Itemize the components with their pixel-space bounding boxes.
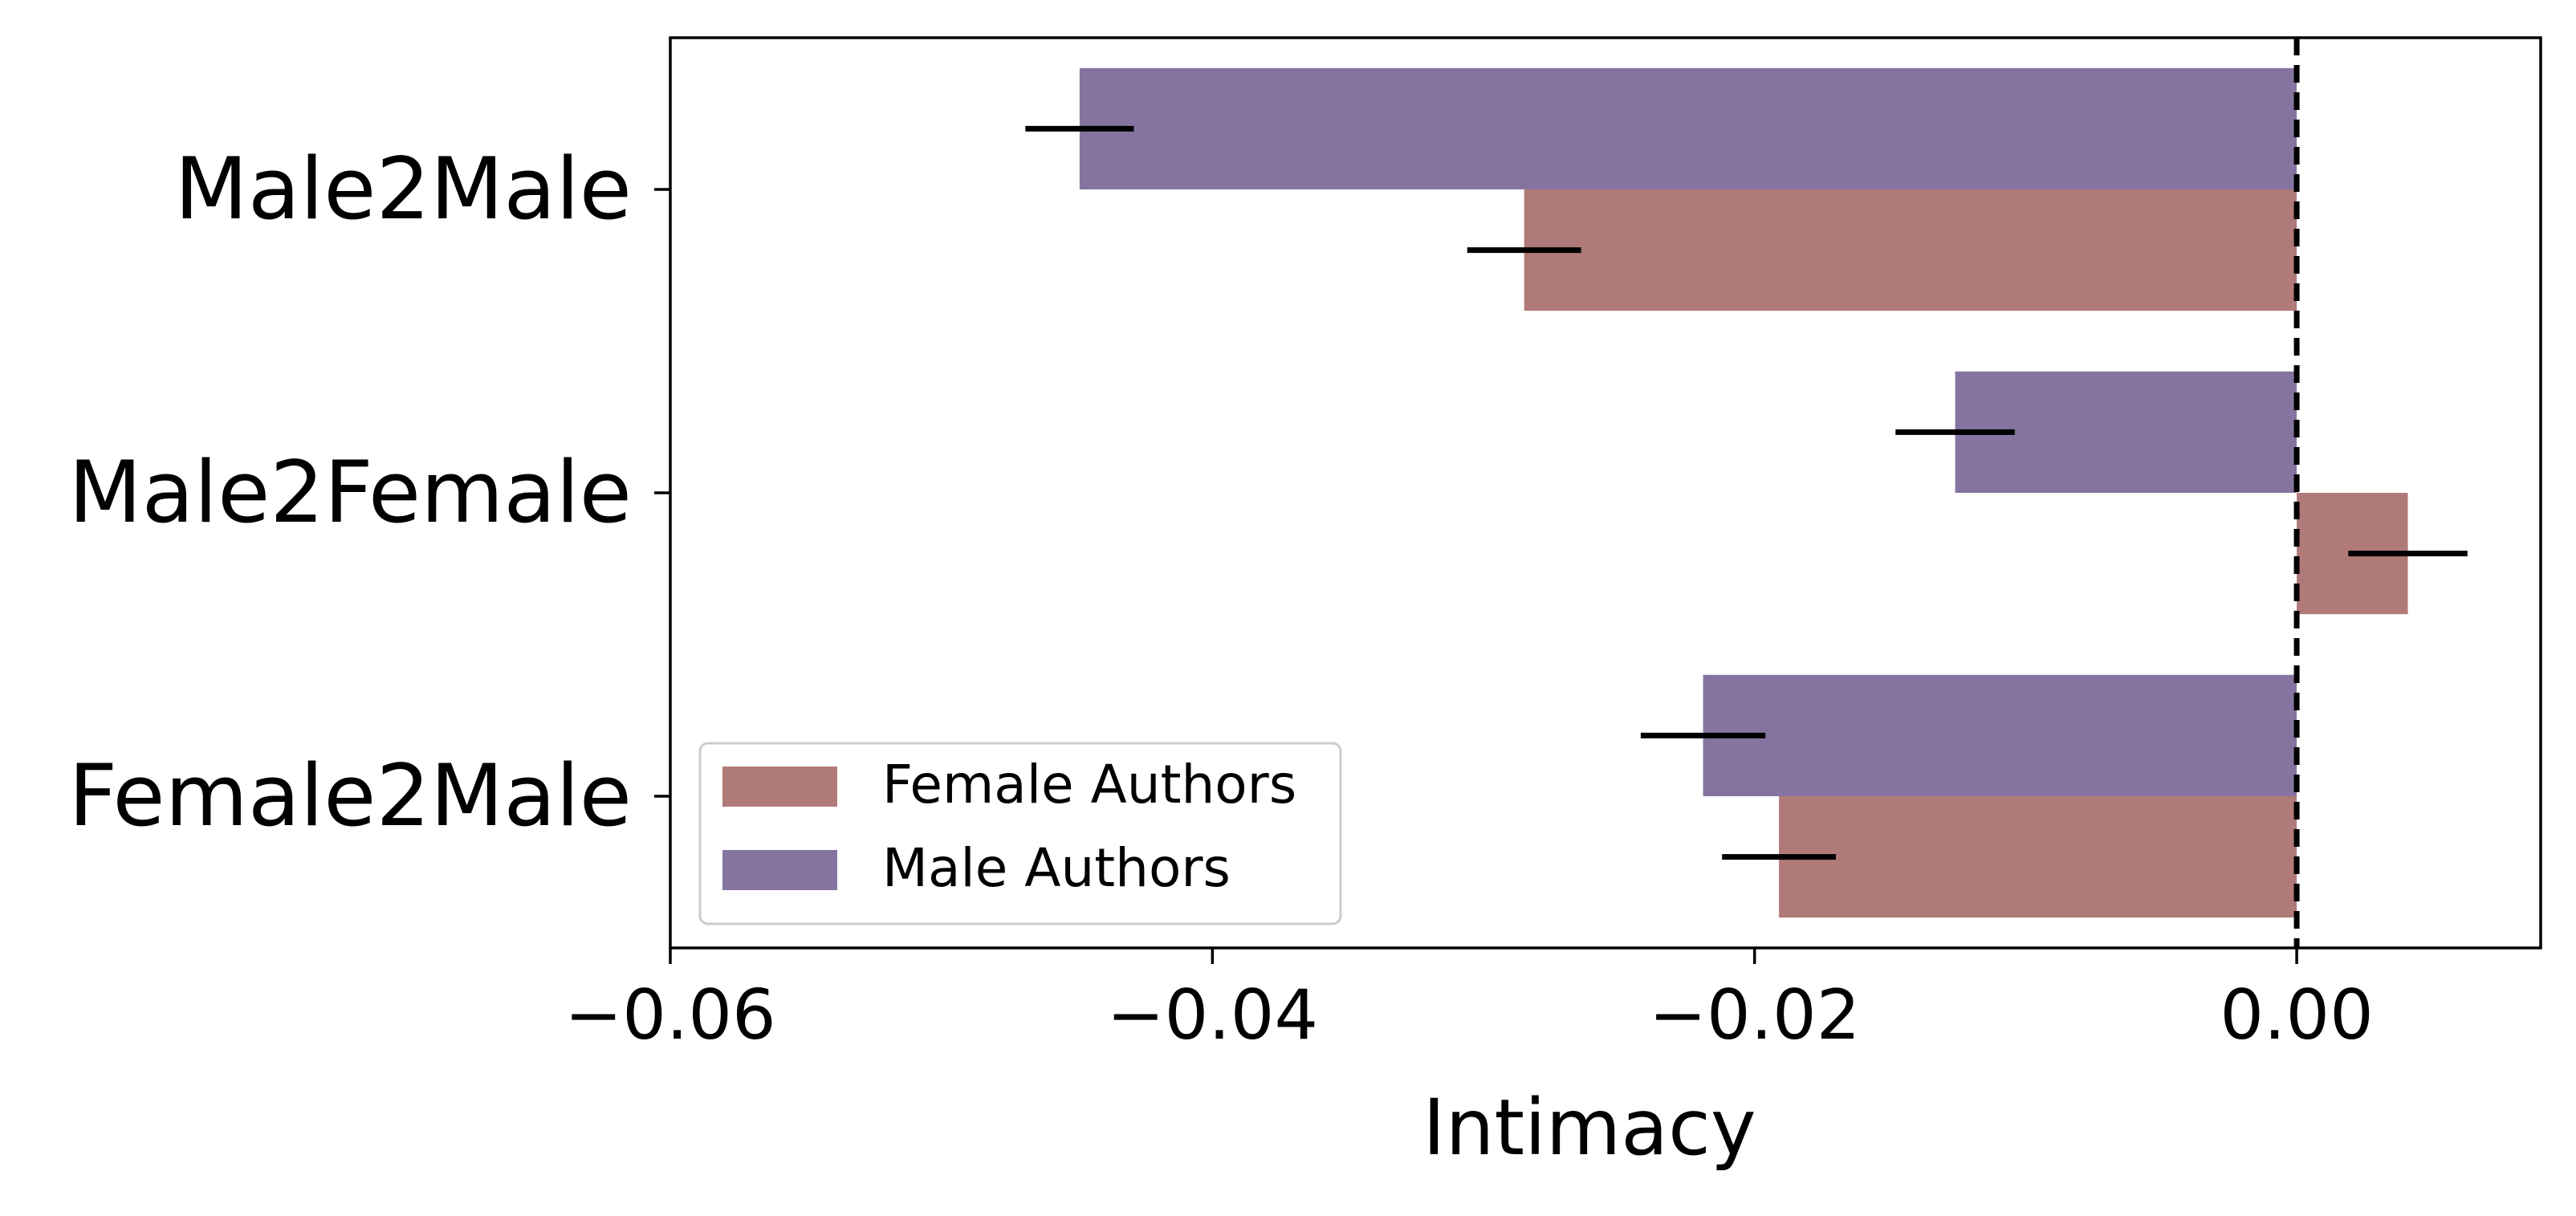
bar-male-authors-male2male	[1079, 67, 2297, 189]
legend-frame	[698, 742, 1342, 925]
y-tick-label: Female2Male	[68, 746, 632, 845]
x-tick-label: 0.00	[2220, 975, 2373, 1055]
legend: Female Authors Male Authors	[698, 742, 1342, 925]
y-axis: Male2Male Male2Female Female2Male	[68, 140, 670, 845]
legend-label: Female Authors	[882, 754, 1296, 815]
x-tick-label: −0.06	[564, 975, 776, 1055]
y-tick-label: Male2Male	[174, 140, 632, 238]
y-tick-label: Male2Female	[68, 443, 632, 542]
bar-female-authors-male2male	[1524, 189, 2297, 311]
bar-female-authors-female2male	[1779, 796, 2297, 918]
bar-male-authors-female2male	[1703, 674, 2297, 796]
bars-layer	[1079, 67, 2408, 918]
error-bars-layer	[1025, 125, 2468, 860]
x-axis: −0.06 −0.04 −0.02 0.00	[564, 948, 2374, 1055]
legend-label: Male Authors	[882, 837, 1231, 899]
x-tick-label: −0.02	[1649, 975, 1861, 1055]
legend-swatch	[722, 767, 837, 807]
x-axis-label: Intimacy	[1422, 1083, 1756, 1173]
legend-swatch	[722, 850, 837, 890]
x-tick-label: −0.04	[1107, 975, 1319, 1055]
